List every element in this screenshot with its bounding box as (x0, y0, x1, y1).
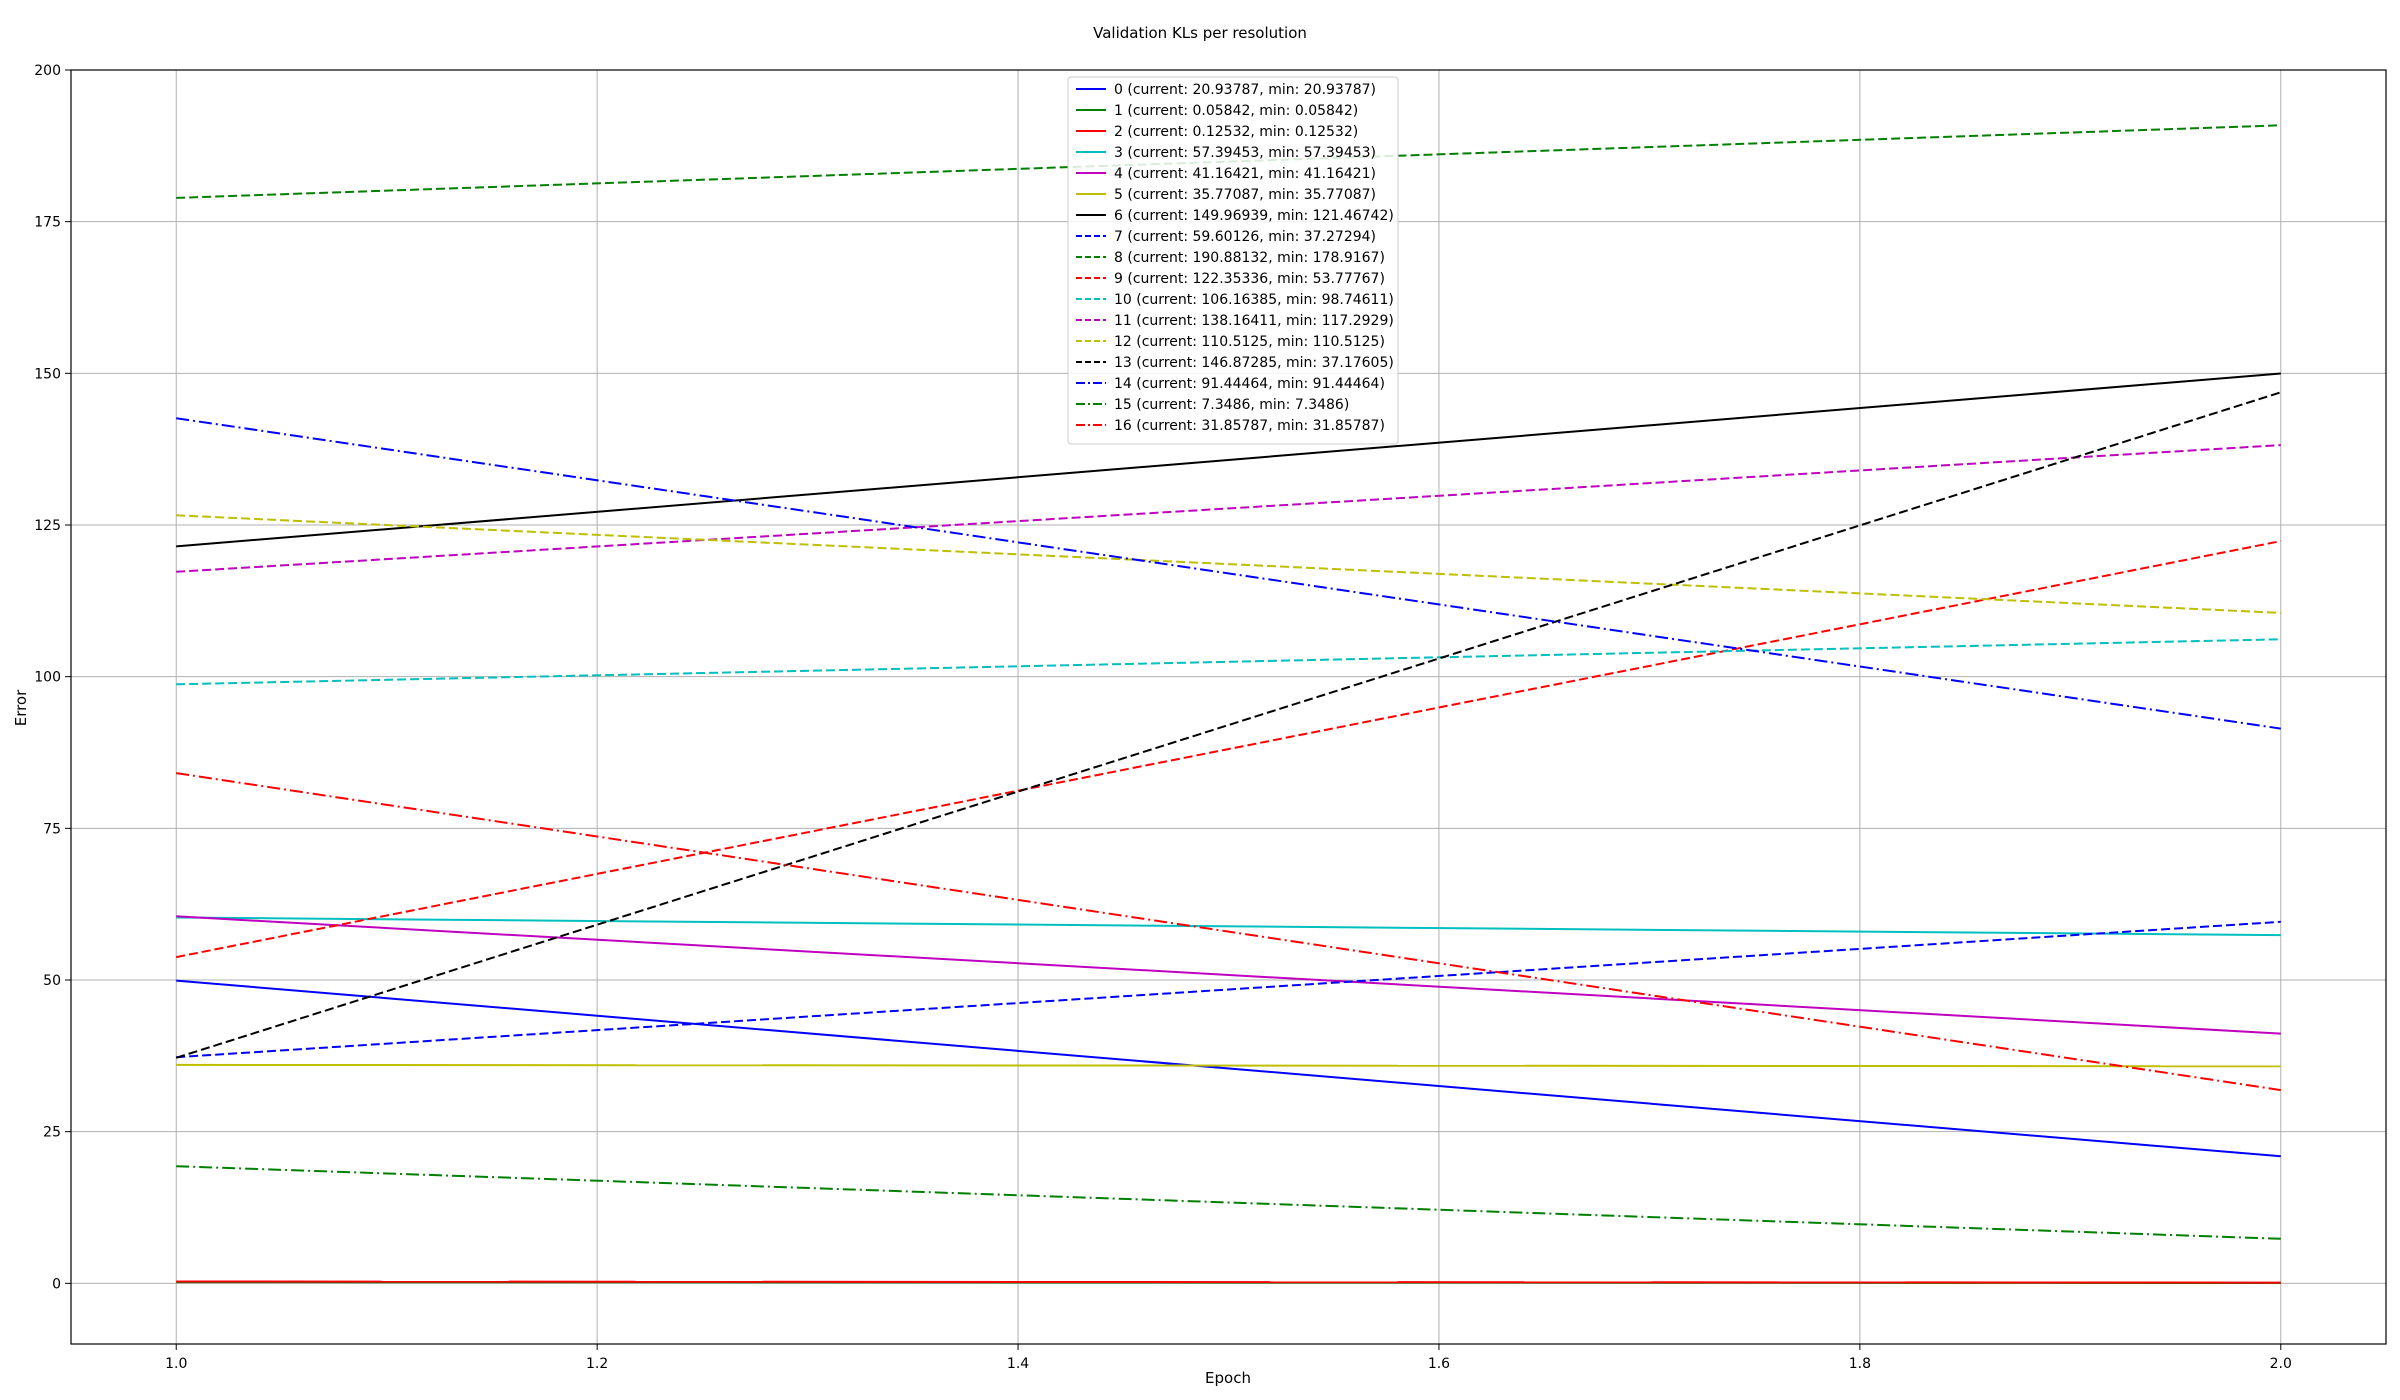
legend-label-14: 14 (current: 91.44464, min: 91.44464) (1114, 376, 1385, 392)
x-tick-label: 2.0 (2270, 1356, 2292, 1372)
series-line-7 (176, 920, 2281, 1059)
legend-box (1067, 76, 1399, 445)
y-tick-label: 75 (43, 821, 61, 837)
legend-label-10: 10 (current: 106.16385, min: 98.74611) (1114, 292, 1394, 308)
series-line-11 (176, 444, 2281, 573)
legend: 0 (current: 20.93787, min: 20.93787) 1 (c… (1067, 76, 1399, 445)
legend-label-15: 15 (current: 7.3486, min: 7.3486) (1114, 397, 1349, 413)
legend-label-2: 2 (current: 0.12532, min: 0.12532) (1114, 124, 1358, 140)
plot-frame (70, 69, 2387, 1345)
y-axis-title: Error (12, 689, 30, 726)
y-tick-label: 150 (34, 366, 61, 382)
y-tick-label: 0 (52, 1276, 61, 1292)
chart-title: Validation KLs per resolution (1093, 24, 1307, 42)
series-line-4 (176, 915, 2281, 1035)
legend-label-0: 0 (current: 20.93787, min: 20.93787) (1114, 82, 1376, 98)
y-tick-label: 200 (34, 63, 61, 79)
legend-label-11: 11 (current: 138.16411, min: 117.2929) (1114, 313, 1394, 329)
x-axis-ticks: 1.0 1.2 1.4 1.6 1.8 2.0 (165, 1344, 2292, 1372)
series-line-15 (176, 1165, 2281, 1240)
series-line-14 (176, 417, 2281, 730)
legend-label-3: 3 (current: 57.39453, min: 57.39453) (1114, 145, 1376, 161)
series-line-5 (176, 1063, 2281, 1068)
legend-label-1: 1 (current: 0.05842, min: 0.05842) (1114, 103, 1358, 119)
x-tick-label: 1.8 (1849, 1356, 1871, 1372)
legend-label-6: 6 (current: 149.96939, min: 121.46742) (1114, 208, 1394, 224)
series-line-3 (176, 916, 2281, 937)
legend-label-12: 12 (current: 110.5125, min: 110.5125) (1114, 334, 1385, 350)
series-line-6 (176, 372, 2281, 548)
legend-label-5: 5 (current: 35.77087, min: 35.77087) (1114, 187, 1376, 203)
x-tick-label: 1.2 (586, 1356, 608, 1372)
legend-label-9: 9 (current: 122.35336, min: 53.77767) (1114, 271, 1385, 287)
series-line-9 (176, 540, 2281, 959)
legend-label-13: 13 (current: 146.87285, min: 37.17605) (1114, 355, 1394, 371)
y-tick-label: 25 (43, 1125, 61, 1141)
y-axis-ticks: 0 25 50 75 100 125 150 175 200 (34, 63, 71, 1292)
series-line-10 (176, 638, 2281, 686)
x-tick-label: 1.4 (1007, 1356, 1029, 1372)
series-lines (175, 124, 2282, 1284)
legend-label-7: 7 (current: 59.60126, min: 37.27294) (1114, 229, 1376, 245)
x-tick-label: 1.6 (1428, 1356, 1450, 1372)
series-line-2 (176, 1280, 2281, 1284)
y-tick-label: 125 (34, 518, 61, 534)
legend-label-4: 4 (current: 41.16421, min: 41.16421) (1114, 166, 1376, 182)
series-line-13 (175, 391, 2282, 1059)
legend-label-8: 8 (current: 190.88132, min: 178.9167) (1114, 250, 1385, 266)
y-tick-label: 175 (34, 215, 61, 231)
legend-label-16: 16 (current: 31.85787, min: 31.85787) (1114, 418, 1385, 434)
x-axis-title: Epoch (1205, 1369, 1251, 1387)
series-line-12 (176, 514, 2281, 614)
y-tick-label: 100 (34, 670, 61, 686)
x-tick-label: 1.0 (165, 1356, 187, 1372)
y-tick-label: 50 (43, 973, 61, 989)
series-line-0 (176, 979, 2281, 1158)
series-line-16 (176, 772, 2281, 1092)
